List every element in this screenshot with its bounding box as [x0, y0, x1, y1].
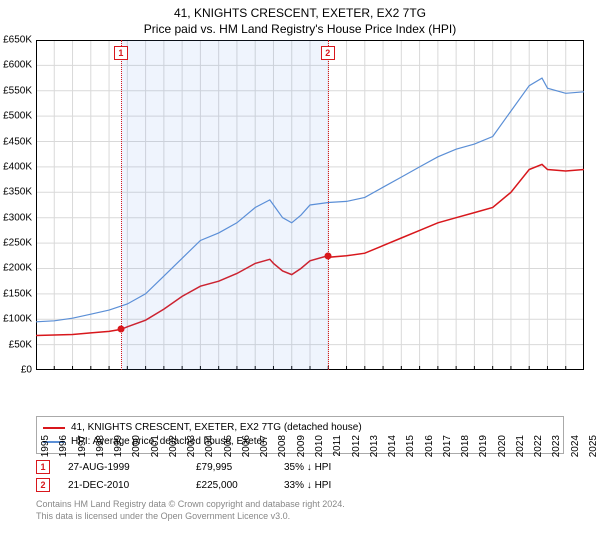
- shaded-region: [121, 40, 328, 370]
- y-axis-label: £50K: [0, 339, 32, 350]
- x-axis-label: 2006: [241, 435, 252, 469]
- page: 41, KNIGHTS CRESCENT, EXETER, EX2 7TG Pr…: [0, 0, 600, 560]
- x-axis-label: 2002: [168, 435, 179, 469]
- sale-hpi: 33% ↓ HPI: [284, 480, 364, 491]
- x-axis-label: 2009: [296, 435, 307, 469]
- x-axis-label: 2023: [551, 435, 562, 469]
- y-axis-label: £300K: [0, 212, 32, 223]
- footer-line-2: This data is licensed under the Open Gov…: [36, 510, 564, 522]
- sale-marker: 2: [36, 478, 50, 492]
- x-axis-label: 2022: [533, 435, 544, 469]
- sale-price: £225,000: [196, 480, 266, 491]
- legend-item: 41, KNIGHTS CRESCENT, EXETER, EX2 7TG (d…: [43, 421, 557, 435]
- y-axis-label: £600K: [0, 60, 32, 71]
- sale-dot-1: [117, 326, 124, 333]
- x-axis-label: 1998: [95, 435, 106, 469]
- x-axis-label: 2024: [570, 435, 581, 469]
- y-axis-label: £400K: [0, 161, 32, 172]
- y-axis-label: £350K: [0, 187, 32, 198]
- x-axis-label: 2018: [460, 435, 471, 469]
- x-axis-label: 2011: [332, 435, 343, 469]
- y-axis-label: £450K: [0, 136, 32, 147]
- x-axis-label: 2004: [204, 435, 215, 469]
- y-axis-label: £650K: [0, 35, 32, 46]
- chart-title: 41, KNIGHTS CRESCENT, EXETER, EX2 7TG: [0, 0, 600, 20]
- annotation-marker-1: 1: [114, 46, 128, 60]
- x-axis-label: 1995: [40, 435, 51, 469]
- x-axis-label: 2019: [478, 435, 489, 469]
- annotation-line-2: [328, 40, 329, 370]
- chart-area: £0£50K£100K£150K£200K£250K£300K£350K£400…: [36, 40, 596, 410]
- x-axis-label: 2001: [150, 435, 161, 469]
- x-axis-label: 2000: [131, 435, 142, 469]
- legend-label: 41, KNIGHTS CRESCENT, EXETER, EX2 7TG (d…: [71, 421, 362, 435]
- annotation-line-1: [121, 40, 122, 370]
- x-axis-label: 2007: [259, 435, 270, 469]
- legend-swatch: [43, 427, 65, 429]
- x-axis-label: 1997: [77, 435, 88, 469]
- footer-text: Contains HM Land Registry data © Crown c…: [36, 498, 564, 522]
- x-axis-label: 2012: [351, 435, 362, 469]
- x-axis-label: 2003: [186, 435, 197, 469]
- x-axis-label: 2017: [442, 435, 453, 469]
- footer-line-1: Contains HM Land Registry data © Crown c…: [36, 498, 564, 510]
- sale-row: 2 21-DEC-2010 £225,000 33% ↓ HPI: [36, 476, 564, 494]
- y-axis-label: £0: [0, 365, 32, 376]
- annotation-marker-2: 2: [321, 46, 335, 60]
- sale-date: 21-DEC-2010: [68, 480, 178, 491]
- x-axis-label: 2025: [588, 435, 599, 469]
- y-axis-label: £150K: [0, 288, 32, 299]
- chart-subtitle: Price paid vs. HM Land Registry's House …: [0, 20, 600, 40]
- x-axis-label: 2008: [277, 435, 288, 469]
- x-axis-label: 2010: [314, 435, 325, 469]
- x-axis-label: 1996: [58, 435, 69, 469]
- x-axis-label: 2016: [424, 435, 435, 469]
- x-axis-label: 2015: [405, 435, 416, 469]
- x-axis-label: 2005: [223, 435, 234, 469]
- y-axis-label: £200K: [0, 263, 32, 274]
- y-axis-label: £100K: [0, 314, 32, 325]
- y-axis-label: £250K: [0, 238, 32, 249]
- x-axis-label: 2020: [497, 435, 508, 469]
- y-axis-label: £500K: [0, 111, 32, 122]
- x-axis-label: 2013: [369, 435, 380, 469]
- x-axis-label: 2021: [515, 435, 526, 469]
- x-axis-label: 2014: [387, 435, 398, 469]
- y-axis-label: £550K: [0, 85, 32, 96]
- sale-dot-2: [324, 252, 331, 259]
- x-axis-label: 1999: [113, 435, 124, 469]
